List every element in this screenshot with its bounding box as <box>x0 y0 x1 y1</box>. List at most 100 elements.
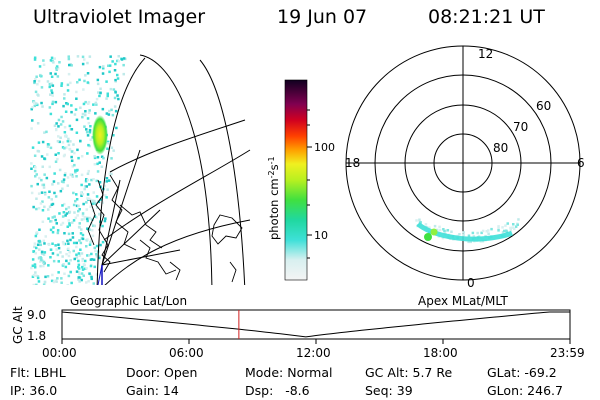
geo-speckle-pixel <box>69 173 73 176</box>
geo-speckle-pixel <box>84 267 87 270</box>
geo-speckle-pixel <box>96 156 100 159</box>
geo-speckle-pixel <box>83 58 86 61</box>
geo-speckle-pixel <box>86 117 90 120</box>
geo-speckle-pixel <box>103 184 107 188</box>
geo-speckle-pixel <box>49 59 53 62</box>
geo-speckle-pixel <box>95 216 98 219</box>
geo-speckle-pixel <box>78 272 81 276</box>
geo-speckle-pixel <box>86 152 89 155</box>
status-dsp: Dsp: -8.6 <box>245 383 310 398</box>
geo-speckle-pixel <box>66 83 70 87</box>
geo-speckle-pixel <box>78 280 81 283</box>
geo-speckle-pixel <box>35 102 38 105</box>
geo-speckle-pixel <box>93 200 96 203</box>
geo-speckle-pixel <box>42 264 45 268</box>
geo-speckle-pixel <box>34 175 37 178</box>
geo-speckle-pixel <box>109 87 113 91</box>
geo-speckle-pixel <box>61 240 65 244</box>
geo-speckle-pixel <box>52 61 55 64</box>
geo-speckle-pixel <box>85 130 89 134</box>
geo-speckle-pixel <box>60 223 63 226</box>
geo-speckle-pixel <box>39 74 42 77</box>
geo-speckle-pixel <box>68 251 71 254</box>
geo-speckle-pixel <box>46 80 50 83</box>
polar-speckle-pixel <box>418 218 421 221</box>
geo-speckle-pixel <box>81 233 85 237</box>
geo-speckle-pixel <box>93 155 96 158</box>
geo-speckle-pixel <box>105 196 108 199</box>
geo-speckle-pixel <box>95 195 99 198</box>
geo-speckle-pixel <box>36 276 40 280</box>
geo-speckle-pixel <box>38 176 41 180</box>
mlat-label-70: 70 <box>513 120 528 134</box>
geo-speckle-pixel <box>51 100 55 104</box>
geo-speckle-pixel <box>80 173 84 177</box>
geo-speckle-pixel <box>50 220 53 223</box>
geo-speckle-pixel <box>89 205 92 208</box>
geo-speckle-pixel <box>81 112 85 116</box>
geo-speckle-pixel <box>63 272 66 275</box>
geo-speckle-pixel <box>60 281 63 284</box>
geo-speckle-pixel <box>79 248 82 251</box>
geo-speckle-pixel <box>88 55 92 58</box>
geo-speckle-pixel <box>71 236 75 239</box>
polar-speckle-pixel <box>433 224 437 228</box>
timeline-x-tick-0000: 00:00 <box>42 346 77 360</box>
geo-speckle-pixel <box>90 277 93 281</box>
geo-speckle-pixel <box>85 185 88 188</box>
geo-speckle-pixel <box>100 155 104 158</box>
geo-speckle-pixel <box>66 225 69 228</box>
polar-speckle-pixel <box>490 227 493 231</box>
geo-speckle-pixel <box>93 215 97 218</box>
geo-speckle-pixel <box>80 218 84 221</box>
geo-speckle-pixel <box>95 253 98 256</box>
polar-plot <box>345 45 581 281</box>
geo-speckle-pixel <box>31 275 35 278</box>
geo-speckle-pixel <box>61 255 64 258</box>
geo-speckle-pixel <box>63 131 67 134</box>
geo-speckle-pixel <box>93 202 97 205</box>
polar-speckle-pixel <box>511 226 514 229</box>
geo-speckle-pixel <box>69 140 72 143</box>
geo-speckle-pixel <box>99 87 102 90</box>
geo-speckle-pixel <box>43 173 46 176</box>
geo-speckle-pixel <box>74 169 77 172</box>
status-mode: Mode: Normal <box>245 365 333 380</box>
geo-speckle-pixel <box>57 182 60 185</box>
geo-speckle-pixel <box>69 238 72 242</box>
geo-speckle-pixel <box>90 252 93 256</box>
geo-speckle-pixel <box>108 109 111 113</box>
geo-speckle-pixel <box>49 72 52 75</box>
polar-speckle-pixel <box>497 229 500 232</box>
geo-speckle-pixel <box>32 101 36 104</box>
geo-speckle-pixel <box>83 215 87 219</box>
mlt-label-12: 12 <box>478 47 493 61</box>
geo-speckle-pixel <box>43 205 46 209</box>
geo-speckle-pixel <box>32 205 35 209</box>
geo-aurora-speckle <box>30 55 127 285</box>
geo-speckle-pixel <box>42 283 46 285</box>
timeline-frame <box>61 309 571 340</box>
polar-speckle-pixel <box>505 229 508 232</box>
polar-speckle-pixel <box>509 228 512 232</box>
geo-speckle-pixel <box>63 126 67 129</box>
geo-speckle-pixel <box>57 152 60 155</box>
geo-speckle-pixel <box>51 94 54 97</box>
geo-speckle-pixel <box>86 254 89 257</box>
geo-speckle-pixel <box>96 170 100 173</box>
polar-speckle-pixel <box>503 229 506 233</box>
geo-speckle-pixel <box>77 267 81 270</box>
geo-speckle-pixel <box>88 272 91 275</box>
geo-speckle-pixel <box>117 60 120 63</box>
geo-speckle-pixel <box>55 128 58 132</box>
geo-speckle-pixel <box>55 122 58 125</box>
geo-speckle-pixel <box>95 201 98 205</box>
polar-speckle-pixel <box>458 233 461 236</box>
geo-speckle-pixel <box>77 259 80 263</box>
polar-speckle-pixel <box>438 228 442 232</box>
geo-speckle-pixel <box>89 217 93 221</box>
geo-speckle-pixel <box>60 115 63 119</box>
geo-speckle-pixel <box>34 252 37 255</box>
polar-speckle-pixel <box>480 231 483 235</box>
geo-speckle-pixel <box>55 222 58 225</box>
